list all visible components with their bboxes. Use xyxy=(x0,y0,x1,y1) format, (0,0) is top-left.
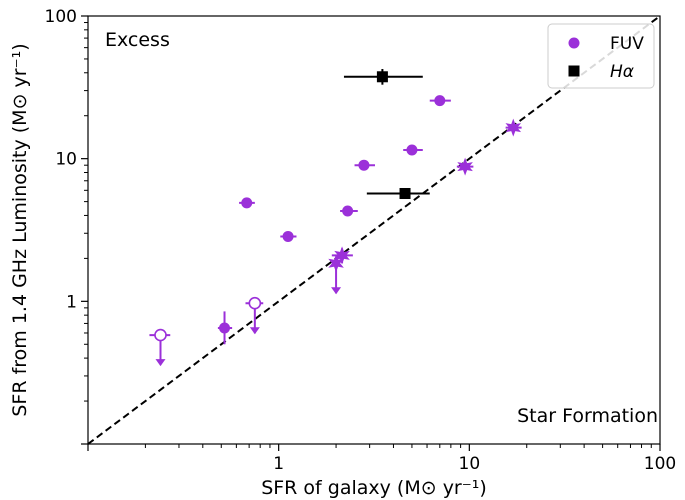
point-fuv-7 xyxy=(334,246,350,265)
x-tick-label: 100 xyxy=(644,454,676,474)
x-tick-label: 1 xyxy=(273,454,284,474)
legend-marker-0 xyxy=(568,37,580,49)
point-fuv-3 xyxy=(342,205,354,217)
y-axis-label: SFR from 1.4 GHz Luminosity (M⊙ yr⁻¹) xyxy=(9,43,31,416)
x-axis-label: SFR of galaxy (M⊙ yr⁻¹) xyxy=(261,477,487,499)
upper-limit-2-arrow-head xyxy=(331,287,342,295)
legend-marker-1 xyxy=(568,65,580,77)
annotation-star-formation: Star Formation xyxy=(517,405,658,427)
upper-limit-0-arrow-head xyxy=(155,359,166,367)
upper-limit-1 xyxy=(248,296,262,310)
point-fuv-0 xyxy=(241,197,253,209)
annotation-excess: Excess xyxy=(105,29,170,51)
legend-label-0: FUV xyxy=(610,34,644,54)
x-tick-label: 10 xyxy=(459,454,481,474)
axes-frame xyxy=(87,15,661,445)
upper-limit-2 xyxy=(328,254,344,273)
point-halpha-1 xyxy=(399,187,411,199)
upper-limit-1-arrow-head xyxy=(249,327,260,335)
chart-marks xyxy=(87,15,661,445)
y-tick-label: 1 xyxy=(66,292,77,312)
upper-limit-0 xyxy=(154,328,167,342)
point-fuv-8 xyxy=(457,157,473,176)
y-tick-label: 10 xyxy=(55,150,77,170)
point-fuv-4 xyxy=(406,144,418,156)
point-halpha-0 xyxy=(376,71,388,83)
point-fuv-2 xyxy=(358,159,370,171)
point-fuv-1 xyxy=(282,230,294,242)
point-fuv-6 xyxy=(219,322,231,334)
legend-label-1: Hα xyxy=(610,62,634,82)
point-fuv-5 xyxy=(434,95,446,107)
y-tick-label: 100 xyxy=(45,7,77,27)
point-fuv-9 xyxy=(505,118,522,137)
legend: FUV Hα xyxy=(547,23,655,89)
axes: 1 10 100 1 10 100 xyxy=(45,7,677,474)
